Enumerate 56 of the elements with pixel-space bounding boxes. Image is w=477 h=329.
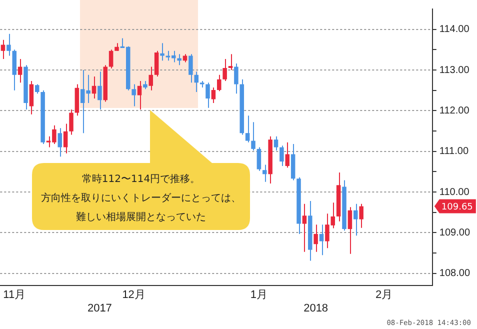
candlestick bbox=[211, 87, 216, 104]
candlestick bbox=[63, 123, 68, 154]
candlestick bbox=[274, 136, 278, 152]
candlestick bbox=[12, 49, 17, 91]
candlestick bbox=[34, 84, 40, 94]
x-tick-label: 2017 bbox=[87, 302, 112, 314]
y-tick-label: 113.00 bbox=[439, 64, 470, 76]
annotation: 常時112〜114円で推移。 bbox=[80, 172, 202, 187]
candlestick bbox=[256, 146, 262, 172]
candlestick bbox=[262, 164, 267, 182]
candlestick bbox=[206, 82, 210, 108]
candlestick bbox=[302, 203, 307, 252]
candlestick bbox=[194, 71, 199, 92]
candlestick bbox=[6, 33, 11, 56]
candlestick bbox=[222, 58, 227, 82]
candlestick bbox=[354, 203, 358, 236]
x-tick-label: 12月 bbox=[122, 289, 146, 302]
y-tick-label: 109.00 bbox=[439, 227, 470, 238]
candlestick bbox=[0, 39, 6, 60]
candlestick bbox=[148, 66, 154, 91]
candlestick bbox=[108, 49, 114, 69]
candlestick bbox=[58, 128, 62, 158]
candlestick bbox=[280, 145, 284, 167]
candlestick bbox=[160, 42, 164, 62]
candlestick bbox=[29, 80, 34, 115]
candlestick bbox=[319, 224, 324, 256]
y-tick-label: 108.00 bbox=[439, 268, 470, 280]
candlestick bbox=[314, 224, 318, 252]
candlestick bbox=[92, 76, 96, 99]
x-tick-label: 11月 bbox=[3, 289, 26, 302]
candlestick bbox=[18, 58, 22, 84]
candlestick bbox=[132, 84, 136, 107]
annotation: 方向性を取りにいくトレーダーにとっては、 bbox=[40, 192, 242, 206]
candlestick bbox=[251, 122, 256, 152]
candlestick bbox=[234, 63, 238, 94]
candlestick bbox=[98, 71, 102, 110]
y-tick-label: 110.00 bbox=[439, 186, 470, 198]
candlestick bbox=[348, 206, 352, 254]
annotation: 難しい相場展開となっていた bbox=[75, 210, 207, 225]
candlestick bbox=[154, 50, 159, 78]
candlestick bbox=[137, 80, 142, 110]
candlestick bbox=[245, 115, 250, 143]
x-tick-label: 2018 bbox=[304, 302, 328, 314]
text: 109.65 bbox=[441, 202, 473, 213]
y-tick-label: 111.00 bbox=[439, 146, 469, 158]
candlestick bbox=[359, 203, 364, 228]
candlestick bbox=[285, 142, 290, 168]
candlestick bbox=[216, 74, 222, 92]
candlestick bbox=[177, 54, 182, 66]
candlestick bbox=[188, 54, 193, 84]
candlestick bbox=[228, 54, 233, 71]
candlestick bbox=[69, 108, 74, 136]
x-tick-label: 1月 bbox=[250, 289, 268, 302]
y-tick-label: 114.00 bbox=[439, 24, 470, 36]
x-tick-label: 2月 bbox=[376, 289, 393, 302]
y-tick-label: 112.00 bbox=[439, 105, 470, 116]
